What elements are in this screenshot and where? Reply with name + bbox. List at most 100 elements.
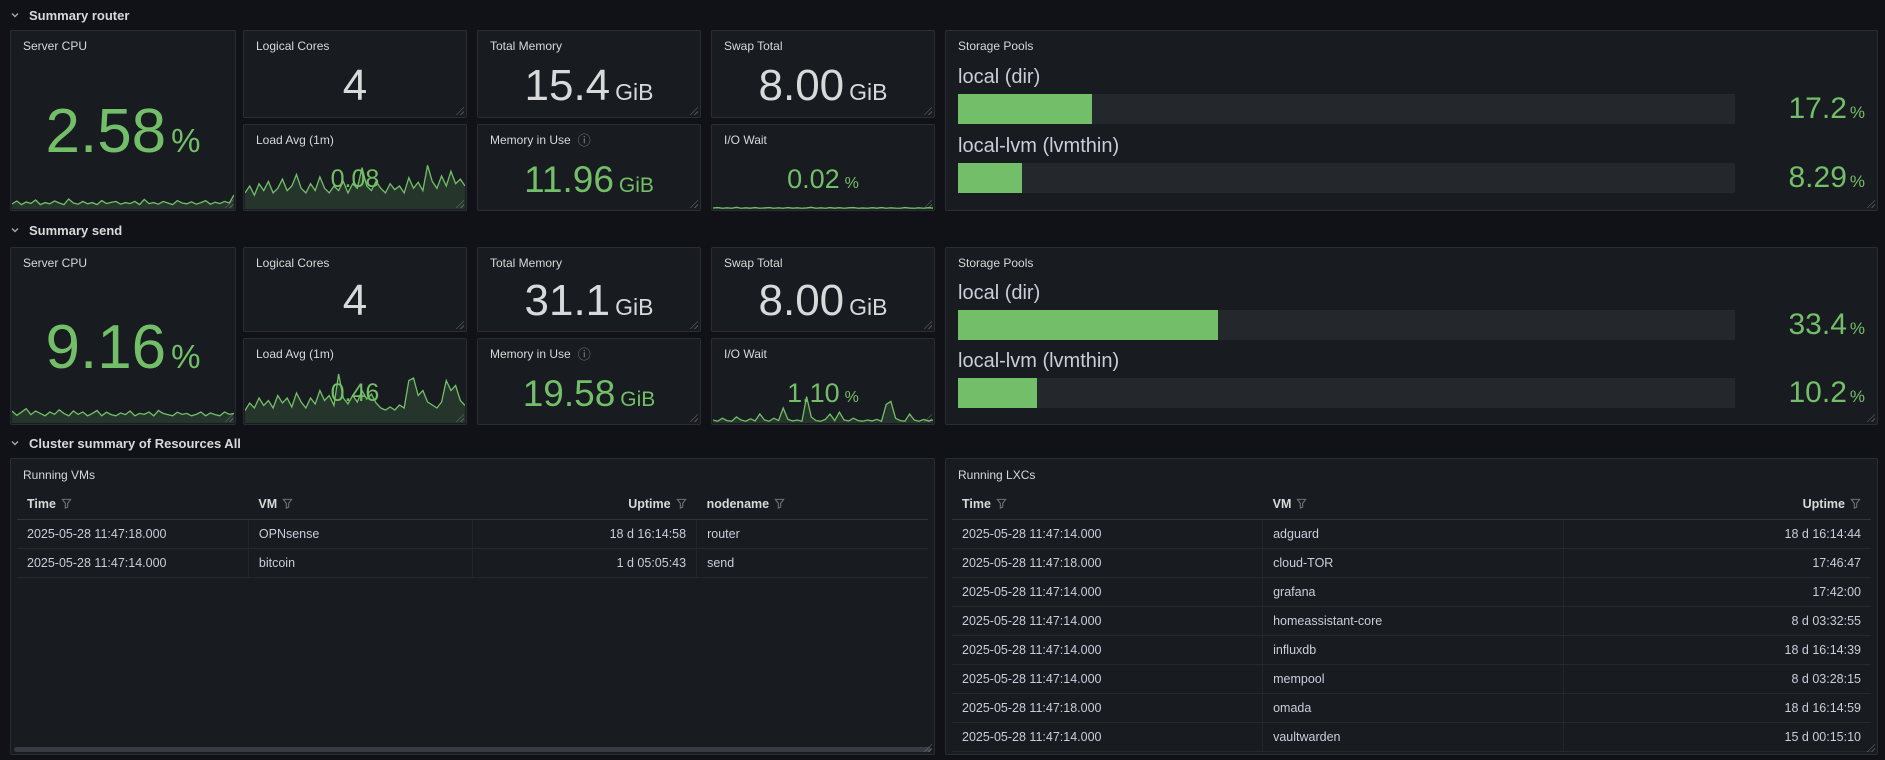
- bar-gauge-group: local (dir) 17.2%: [958, 65, 1865, 124]
- bar-gauge-value: 17.2%: [1761, 93, 1865, 124]
- stat-value: 4: [343, 279, 367, 323]
- panel-title[interactable]: Total Memory: [478, 248, 700, 271]
- panel-title-text: Logical Cores: [256, 256, 330, 270]
- panel-resize-handle[interactable]: [689, 106, 698, 115]
- panel-resize-handle[interactable]: [1866, 743, 1875, 752]
- stat-unit: %: [1849, 318, 1865, 338]
- column-header-uptime[interactable]: Uptime: [1563, 489, 1871, 520]
- panel-server-cpu: Server CPU 9.16%: [10, 247, 236, 425]
- table-cell: 2025-05-28 11:47:18.000: [952, 693, 1263, 723]
- panel-body: 31.1 GiB: [478, 271, 700, 331]
- panel-resize-handle[interactable]: [923, 743, 932, 752]
- info-icon[interactable]: ⓘ: [577, 132, 591, 148]
- panel-title[interactable]: Server CPU: [11, 31, 235, 54]
- table-cell: 2025-05-28 11:47:14.000: [17, 548, 249, 578]
- panel-resize-handle[interactable]: [455, 199, 464, 208]
- panel-resize-handle[interactable]: [923, 413, 932, 422]
- panel-title[interactable]: Load Avg (1m): [244, 125, 466, 148]
- panel-title[interactable]: Swap Total: [712, 248, 934, 271]
- panel-resize-handle[interactable]: [224, 413, 233, 422]
- panel-title[interactable]: Memory in Use ⓘ: [478, 125, 700, 148]
- column-header-vm[interactable]: VM: [1262, 489, 1564, 520]
- panel-memory-in-use: Memory in Use ⓘ 11.96 GiB: [477, 124, 701, 211]
- info-icon[interactable]: ⓘ: [577, 346, 591, 362]
- panel-title[interactable]: Logical Cores: [244, 31, 466, 54]
- table-container: Time VM Uptime nodename 2025-05-28 11:47…: [11, 489, 934, 754]
- column-header-time[interactable]: Time: [17, 489, 249, 520]
- panel-title-text: Memory in Use: [490, 133, 571, 147]
- horizontal-scrollbar[interactable]: [14, 747, 931, 752]
- bar-gauge-value: 8.29%: [1761, 163, 1865, 193]
- filter-icon[interactable]: [1850, 498, 1861, 509]
- panel-title[interactable]: Server CPU: [11, 248, 235, 271]
- table-cell: homeassistant-core: [1262, 606, 1564, 636]
- filter-icon[interactable]: [675, 498, 687, 509]
- panel-resize-handle[interactable]: [224, 199, 233, 208]
- panel-body: 8.00 GiB: [712, 54, 934, 117]
- panel-title[interactable]: Logical Cores: [244, 248, 466, 271]
- panel-title[interactable]: I/O Wait: [712, 339, 934, 362]
- panel-title[interactable]: Running VMs: [23, 468, 96, 482]
- panel-title-text: Server CPU: [23, 39, 88, 53]
- panel-resize-handle[interactable]: [689, 199, 698, 208]
- panel-title[interactable]: Load Avg (1m): [244, 339, 466, 362]
- stat-value: 8.00 GiB: [759, 63, 888, 108]
- table-cell: 2025-05-28 11:47:14.000: [952, 606, 1263, 636]
- bar-gauge-track: [958, 378, 1735, 409]
- panel-title[interactable]: Swap Total: [712, 31, 934, 54]
- bar-gauge-row: 10.2%: [958, 378, 1865, 409]
- column-header-nodename[interactable]: nodename: [696, 489, 928, 520]
- column-header-uptime[interactable]: Uptime: [472, 489, 697, 520]
- filter-icon[interactable]: [996, 498, 1007, 509]
- panel-title-text: Total Memory: [490, 256, 563, 270]
- filter-icon[interactable]: [774, 498, 785, 509]
- section-header-cluster-summary[interactable]: Cluster summary of Resources All: [10, 432, 241, 454]
- panel-running-lxcs: Running LXCs Time VM Uptime 2025-05-28 1…: [945, 458, 1878, 755]
- panel-resize-handle[interactable]: [455, 320, 464, 329]
- filter-icon[interactable]: [61, 498, 72, 509]
- table-row: 2025-05-28 11:47:14.000 homeassistant-cor…: [952, 606, 1871, 636]
- running-vms-table: Time VM Uptime nodename 2025-05-28 11:47…: [17, 489, 928, 578]
- panel-body: 9.16%: [11, 271, 235, 424]
- stat-unit: GiB: [849, 78, 888, 105]
- panel-resize-handle[interactable]: [923, 106, 932, 115]
- column-header-time[interactable]: Time: [952, 489, 1263, 520]
- panel-resize-handle[interactable]: [1866, 199, 1875, 208]
- panel-resize-handle[interactable]: [455, 413, 464, 422]
- panel-title[interactable]: Memory in Use ⓘ: [478, 339, 700, 362]
- filter-icon[interactable]: [1296, 498, 1308, 509]
- panel-resize-handle[interactable]: [1866, 413, 1875, 422]
- table-row: 2025-05-28 11:47:14.000 adguard 18 d 16:14…: [952, 519, 1871, 549]
- panel-title-text: Storage Pools: [958, 256, 1034, 270]
- section-header-summary-send[interactable]: Summary send: [10, 219, 122, 241]
- panel-resize-handle[interactable]: [689, 320, 698, 329]
- panel-body: 0.46: [244, 362, 466, 424]
- panel-body: 2.58%: [11, 54, 235, 210]
- stat-value: 4: [343, 63, 367, 108]
- table-header-row: Time VM Uptime nodename: [17, 489, 928, 520]
- stat-value: 0.46: [330, 378, 380, 407]
- panel-title-text: I/O Wait: [724, 347, 767, 361]
- bar-gauge-value: 33.4%: [1761, 309, 1865, 340]
- filter-icon[interactable]: [282, 498, 293, 509]
- panel-resize-handle[interactable]: [923, 320, 932, 329]
- panel-title[interactable]: I/O Wait: [712, 125, 934, 148]
- panel-title[interactable]: Storage Pools: [946, 31, 1877, 54]
- table-header-row: Time VM Uptime: [952, 489, 1871, 520]
- panel-io-wait: I/O Wait 1.10%: [711, 338, 935, 425]
- column-header-vm[interactable]: VM: [248, 489, 473, 520]
- panel-resize-handle[interactable]: [689, 413, 698, 422]
- panel-total-memory: Total Memory 31.1 GiB: [477, 247, 701, 332]
- panel-title[interactable]: Running LXCs: [958, 468, 1036, 482]
- panel-title[interactable]: Total Memory: [478, 31, 700, 54]
- panel-logical-cores: Logical Cores 4: [243, 247, 467, 332]
- stat-number: 0.46: [330, 378, 380, 407]
- section-header-summary-router[interactable]: Summary router: [10, 4, 129, 26]
- panel-resize-handle[interactable]: [455, 106, 464, 115]
- panel-resize-handle[interactable]: [923, 199, 932, 208]
- table-cell: 2025-05-28 11:47:18.000: [952, 548, 1263, 578]
- panel-body: 4: [244, 271, 466, 331]
- stat-unit: %: [844, 388, 859, 406]
- panel-title[interactable]: Storage Pools: [946, 248, 1877, 271]
